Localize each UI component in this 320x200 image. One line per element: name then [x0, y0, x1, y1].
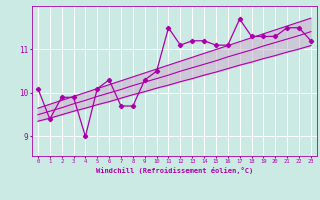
X-axis label: Windchill (Refroidissement éolien,°C): Windchill (Refroidissement éolien,°C) — [96, 167, 253, 174]
